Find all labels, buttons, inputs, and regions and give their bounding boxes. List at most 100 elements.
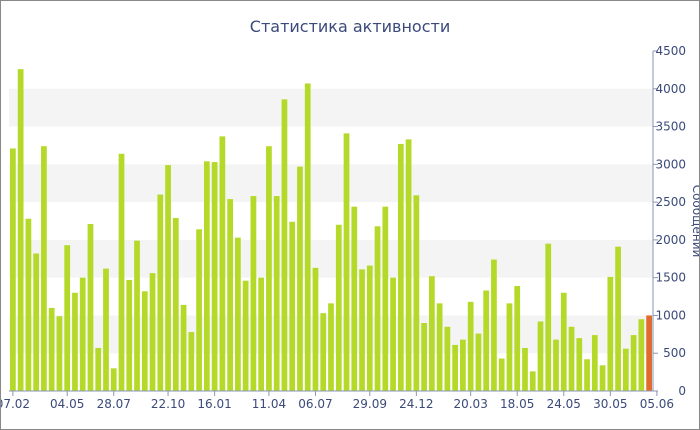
chart-title: Статистика активности xyxy=(250,17,450,36)
x-tick-label: 29.09 xyxy=(353,397,387,411)
y-tick-label: 3500 xyxy=(655,120,686,134)
bar xyxy=(134,240,140,391)
y-tick-label: 4000 xyxy=(655,82,686,96)
bar xyxy=(366,265,373,391)
bar xyxy=(436,303,443,391)
y-tick-label: 1000 xyxy=(655,308,686,322)
bar xyxy=(17,69,24,391)
y-tick-label: 3000 xyxy=(655,157,686,171)
x-tick-label: 24.12 xyxy=(399,397,433,411)
x-tick-label: 28.07 xyxy=(97,397,131,411)
bar xyxy=(126,279,133,391)
bar xyxy=(382,206,389,391)
bar xyxy=(172,217,179,391)
bar xyxy=(211,162,218,391)
bar xyxy=(529,371,536,391)
x-tick-label: 16.01 xyxy=(197,397,231,411)
bar xyxy=(25,218,32,391)
bar xyxy=(522,347,528,391)
bar xyxy=(467,301,474,391)
bar xyxy=(165,165,171,391)
x-tick-label: 05.06 xyxy=(640,397,674,411)
bar xyxy=(615,246,621,391)
grid-band xyxy=(9,88,653,127)
bar xyxy=(475,333,482,391)
y-tick-label: 500 xyxy=(663,346,686,360)
bar xyxy=(33,253,40,391)
bar xyxy=(304,83,311,392)
bar xyxy=(289,221,296,391)
bar xyxy=(405,139,412,391)
bar xyxy=(297,166,303,391)
bar xyxy=(498,358,505,391)
bar xyxy=(545,243,552,391)
bar xyxy=(568,326,575,391)
bar xyxy=(483,290,490,391)
bar xyxy=(359,269,365,391)
bar xyxy=(343,133,350,392)
bar xyxy=(56,316,63,391)
bar xyxy=(141,291,148,391)
bar xyxy=(87,224,94,391)
x-tick-label: 24.05 xyxy=(547,397,581,411)
bar xyxy=(235,237,241,391)
bar xyxy=(374,226,381,391)
bar xyxy=(188,332,195,391)
y-tick-label: 0 xyxy=(678,384,686,398)
bar xyxy=(560,292,567,391)
y-axis-ticks: 0 500 1000 1500 2000 2500 3000 3500 4000 4500 xyxy=(653,44,686,398)
bar xyxy=(196,229,202,391)
y-tick-label: 2000 xyxy=(655,233,686,247)
bar xyxy=(312,267,319,391)
bar xyxy=(335,224,342,391)
bar xyxy=(622,348,629,391)
grid-band xyxy=(9,164,653,203)
bar xyxy=(79,277,86,391)
bar xyxy=(506,303,513,391)
bar xyxy=(630,335,637,391)
bar xyxy=(103,268,109,391)
bar xyxy=(64,245,71,391)
x-tick-label: 04.05 xyxy=(50,397,84,411)
bar xyxy=(227,199,233,391)
bar xyxy=(95,347,102,391)
bar xyxy=(41,146,47,391)
bar xyxy=(72,292,78,391)
x-axis-ticks: 07.02 04.05 28.07 22.10 16.01 11.04 06.07 29.09… xyxy=(1,391,674,411)
bar xyxy=(444,326,451,391)
x-tick-label: 30.05 xyxy=(593,397,627,411)
bar xyxy=(452,344,459,391)
x-tick-label: 20.03 xyxy=(453,397,487,411)
bar xyxy=(242,280,249,391)
bar xyxy=(591,335,598,391)
x-tick-label: 07.02 xyxy=(1,397,30,411)
bar-series xyxy=(10,69,652,392)
y-tick-label: 4500 xyxy=(655,44,686,58)
bar xyxy=(599,365,606,391)
bar xyxy=(638,319,645,391)
bar xyxy=(219,136,226,391)
bar xyxy=(203,161,210,391)
bar xyxy=(110,368,117,391)
bar xyxy=(607,276,614,391)
y-tick-label: 2500 xyxy=(655,195,686,209)
bar xyxy=(576,338,583,391)
y-axis-label: Сообщений xyxy=(690,185,699,258)
bar xyxy=(351,206,358,391)
bar xyxy=(149,273,156,391)
bar xyxy=(553,339,559,391)
bar xyxy=(266,146,272,391)
bar xyxy=(320,313,327,391)
bar xyxy=(397,143,404,391)
bar xyxy=(429,276,435,391)
y-tick-label: 1500 xyxy=(655,271,686,285)
bar-current xyxy=(646,315,652,391)
x-tick-label: 06.07 xyxy=(298,397,332,411)
bar xyxy=(328,303,334,391)
bar xyxy=(180,304,187,391)
bar xyxy=(584,359,590,391)
bar xyxy=(258,277,265,391)
bar xyxy=(10,148,16,391)
bar xyxy=(537,321,544,391)
